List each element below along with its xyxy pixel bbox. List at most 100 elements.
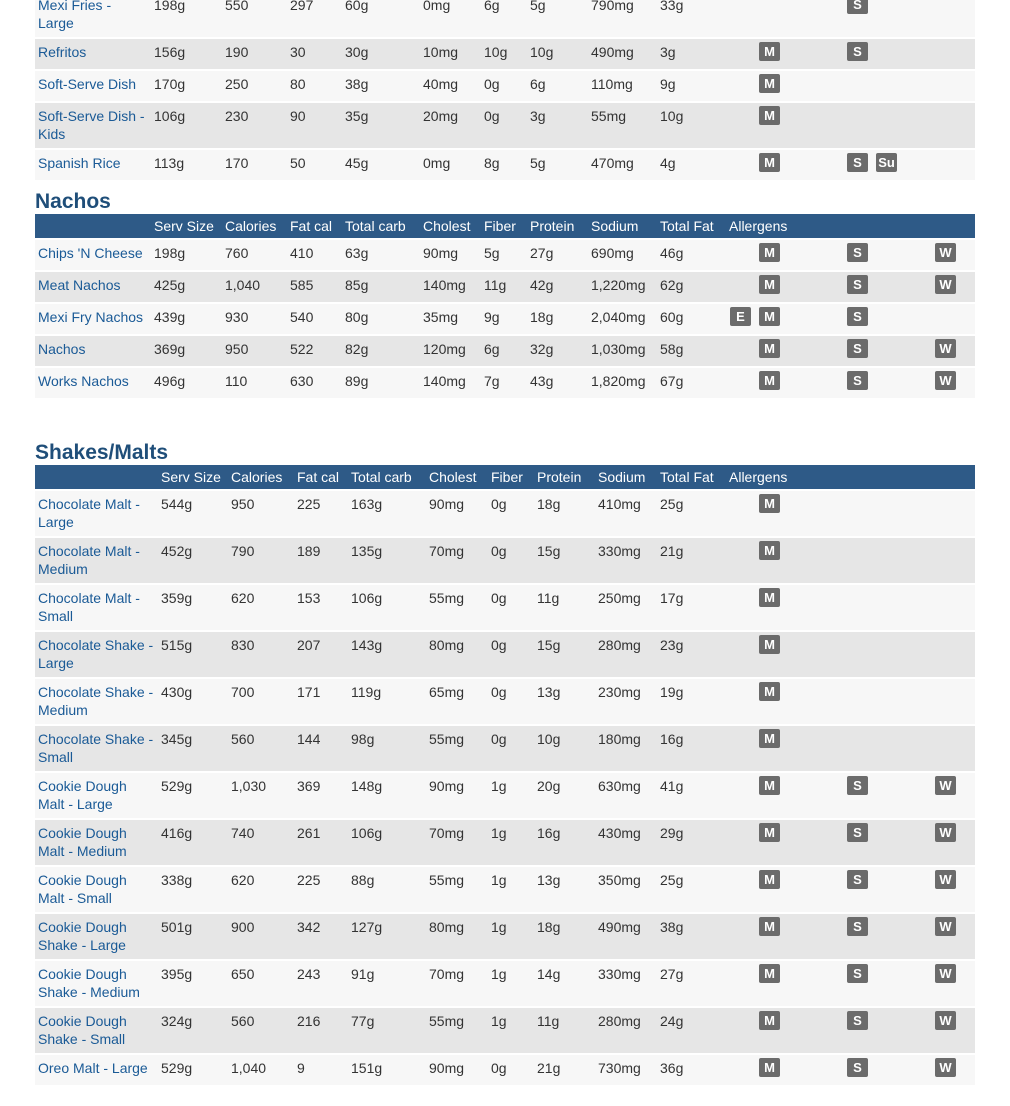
nutrient-value: 58g bbox=[657, 336, 726, 366]
item-row: Cookie Dough Shake - Small 324g 560 216 77g 5… bbox=[35, 1008, 975, 1053]
item-name[interactable]: Mexi Fries - Large bbox=[35, 0, 151, 37]
item-name[interactable]: Cookie Dough Malt - Small bbox=[35, 867, 158, 912]
nutrient-value: 10mg bbox=[420, 39, 481, 69]
allergen-badge: W bbox=[935, 1058, 956, 1077]
header-cell: Serv Size bbox=[158, 465, 228, 489]
nutrient-value: 9 bbox=[294, 1055, 348, 1085]
allergen-badge: S bbox=[847, 823, 868, 842]
nutrient-value: 496g bbox=[151, 368, 222, 398]
nutrient-value: 63g bbox=[342, 240, 420, 270]
nutrient-value: 324g bbox=[158, 1008, 228, 1053]
allergen-badge: S bbox=[847, 371, 868, 390]
nutrient-value: 740 bbox=[228, 820, 294, 865]
item-name[interactable]: Chocolate Malt - Large bbox=[35, 491, 158, 536]
item-name[interactable]: Chocolate Malt - Medium bbox=[35, 538, 158, 583]
nutrient-value: 430mg bbox=[595, 820, 657, 865]
nutrient-value: 2,040mg bbox=[588, 304, 657, 334]
nutrient-value: 522 bbox=[287, 336, 342, 366]
allergen-badge: W bbox=[935, 275, 956, 294]
nutrient-value: 77g bbox=[348, 1008, 426, 1053]
item-row: Cookie Dough Shake - Large 501g 900 342 127g… bbox=[35, 914, 975, 959]
nutrient-value: 35g bbox=[342, 103, 420, 148]
nutrient-value: 5g bbox=[481, 240, 527, 270]
allergen-badge: E bbox=[730, 307, 751, 326]
item-name[interactable]: Chocolate Shake - Medium bbox=[35, 679, 158, 724]
item-name[interactable]: Chocolate Shake - Large bbox=[35, 632, 158, 677]
item-name[interactable]: Chocolate Malt - Small bbox=[35, 585, 158, 630]
item-name[interactable]: Cookie Dough Shake - Small bbox=[35, 1008, 158, 1053]
nutrient-value: 11g bbox=[481, 272, 527, 302]
nutrient-value: 113g bbox=[151, 150, 222, 180]
item-row: Meat Nachos 425g 1,040 585 85g 140mg 11g 42g 1,2… bbox=[35, 272, 975, 302]
item-name[interactable]: Soft-Serve Dish - Kids bbox=[35, 103, 151, 148]
allergen-badge: W bbox=[935, 870, 956, 889]
nutrient-value: 90mg bbox=[426, 1055, 488, 1085]
nutrient-value: 41g bbox=[657, 773, 726, 818]
nutrient-value: 350mg bbox=[595, 867, 657, 912]
nutrient-value: 5g bbox=[527, 150, 588, 180]
item-name[interactable]: Chocolate Shake - Small bbox=[35, 726, 158, 771]
item-name[interactable]: Cookie Dough Malt - Large bbox=[35, 773, 158, 818]
nutrient-value: 21g bbox=[534, 1055, 595, 1085]
allergen-badge: S bbox=[847, 0, 868, 14]
item-row: Chocolate Malt - Medium 452g 790 189 135g 70m… bbox=[35, 538, 975, 583]
nutrient-value: 544g bbox=[158, 491, 228, 536]
allergen-badge: S bbox=[847, 275, 868, 294]
nutrient-value: 38g bbox=[342, 71, 420, 101]
nutrient-value: 529g bbox=[158, 773, 228, 818]
nutrient-value: 163g bbox=[348, 491, 426, 536]
allergens: M bbox=[726, 538, 975, 583]
nutrient-value: 430g bbox=[158, 679, 228, 724]
section-title: Shakes/Malts bbox=[35, 441, 169, 464]
item-name[interactable]: Nachos bbox=[35, 336, 151, 366]
item-name[interactable]: Spanish Rice bbox=[35, 150, 151, 180]
item-row: Mexi Fries - Large 198g 550 297 60g 0mg 6g 5g 79… bbox=[35, 0, 975, 37]
nutrient-value: 330mg bbox=[595, 961, 657, 1006]
item-name[interactable]: Cookie Dough Shake - Medium bbox=[35, 961, 158, 1006]
header-cell: Fiber bbox=[481, 214, 527, 238]
nutrient-value: 1g bbox=[488, 961, 534, 1006]
nutrient-value: 106g bbox=[151, 103, 222, 148]
allergen-badge: M bbox=[759, 339, 780, 358]
nutrient-value: 55mg bbox=[426, 867, 488, 912]
item-row: Soft-Serve Dish 170g 250 80 38g 40mg 0g 6g 110mg… bbox=[35, 71, 975, 101]
nutrient-value: 55mg bbox=[588, 103, 657, 148]
nutrient-value: 5g bbox=[527, 0, 588, 37]
allergen-badge: M bbox=[759, 307, 780, 326]
item-name[interactable]: Chips 'N Cheese bbox=[35, 240, 151, 270]
nutrient-value: 0g bbox=[488, 679, 534, 724]
nutrient-value: 85g bbox=[342, 272, 420, 302]
item-row: Chocolate Shake - Small 345g 560 144 98g 55mg… bbox=[35, 726, 975, 771]
header-cell: Fat cal bbox=[294, 465, 348, 489]
nutrient-value: 250mg bbox=[595, 585, 657, 630]
item-name[interactable]: Works Nachos bbox=[35, 368, 151, 398]
nutrient-value: 23g bbox=[657, 632, 726, 677]
allergen-badge: W bbox=[935, 917, 956, 936]
nutrient-value: 501g bbox=[158, 914, 228, 959]
item-name[interactable]: Refritos bbox=[35, 39, 151, 69]
nutrient-value: 540 bbox=[287, 304, 342, 334]
nutrient-value: 180mg bbox=[595, 726, 657, 771]
nutrient-value: 280mg bbox=[595, 632, 657, 677]
item-name[interactable]: Meat Nachos bbox=[35, 272, 151, 302]
item-name[interactable]: Oreo Malt - Large bbox=[35, 1055, 158, 1085]
item-name[interactable]: Soft-Serve Dish bbox=[35, 71, 151, 101]
nutrient-value: 4g bbox=[657, 150, 726, 180]
nutrient-value: 1g bbox=[488, 914, 534, 959]
nutrient-value: 80mg bbox=[426, 632, 488, 677]
item-name[interactable]: Cookie Dough Shake - Large bbox=[35, 914, 158, 959]
allergen-badge: W bbox=[935, 243, 956, 262]
nutrient-value: 10g bbox=[527, 39, 588, 69]
nutrient-value: 62g bbox=[657, 272, 726, 302]
item-name[interactable]: Cookie Dough Malt - Medium bbox=[35, 820, 158, 865]
header-cell: Fiber bbox=[488, 465, 534, 489]
item-name[interactable]: Mexi Fry Nachos bbox=[35, 304, 151, 334]
item-row: Chocolate Shake - Large 515g 830 207 143g 80m… bbox=[35, 632, 975, 677]
nutrient-value: 148g bbox=[348, 773, 426, 818]
nutrient-value: 207 bbox=[294, 632, 348, 677]
nutrient-value: 82g bbox=[342, 336, 420, 366]
nutrient-value: 3g bbox=[657, 39, 726, 69]
